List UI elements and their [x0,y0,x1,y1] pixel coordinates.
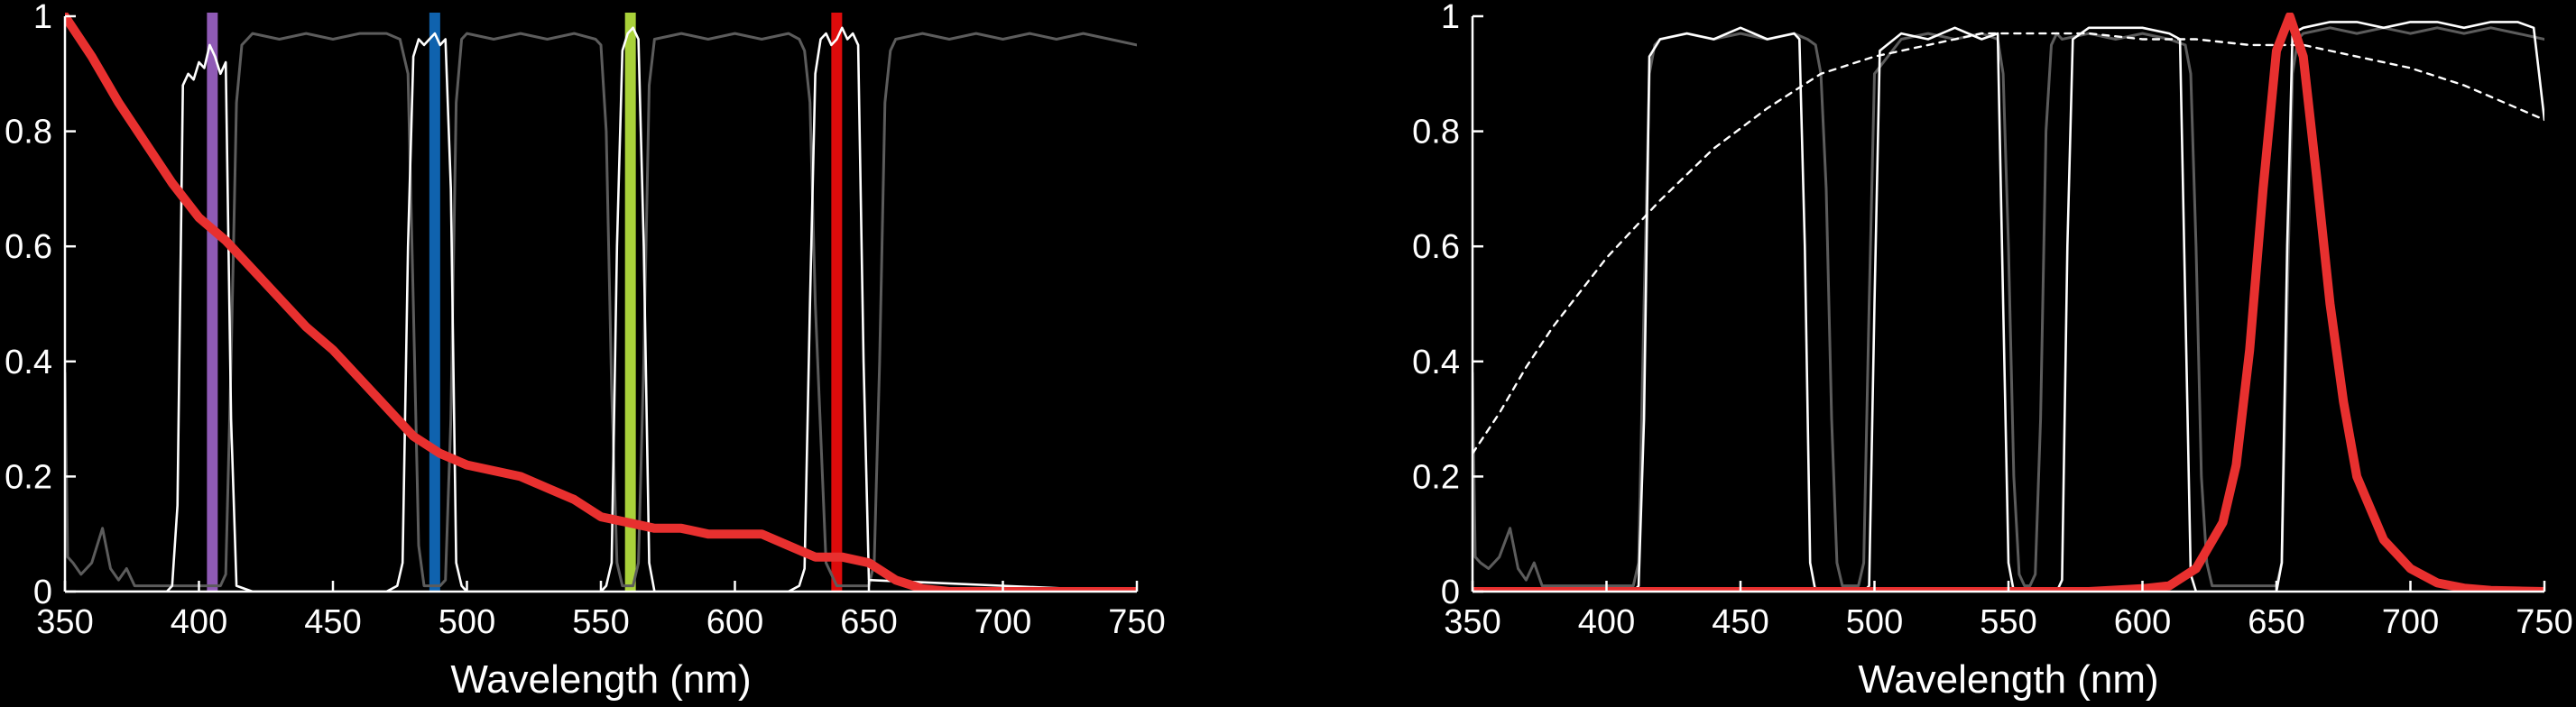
y-tick-label: 0.8 [5,114,52,152]
series-red-curve [65,13,1137,592]
x-tick-label: 750 [2516,603,2572,641]
chart-panel-right: 350 400 450 500 550 600 650 700 750 0 0.2 0.4 0.6 0.8… [1412,0,2573,702]
y-tick-label: 1 [33,0,52,36]
y-tick-label: 0.2 [1412,458,1460,496]
x-tick-label: 400 [1578,603,1635,641]
y-tick-label: 0.6 [1412,228,1460,266]
y-tick-label: 0 [33,574,52,611]
x-tick-label: 500 [439,603,495,641]
chart-panel-left: 350 400 450 500 550 600 650 700 750 0 0.2 0.4 0.6 0.8… [5,0,1166,702]
x-tick-label: 550 [1980,603,2036,641]
x-tick-label: 650 [840,603,897,641]
series-white-curve [1473,21,2544,592]
series-red-curve [1473,13,2544,592]
x-tick-label: 400 [171,603,227,641]
axes-layer: 350 400 450 500 550 600 650 700 750 0 0.2 0.4 0.6 0.8… [1412,0,2573,641]
y-tick-label: 0.8 [1412,114,1460,152]
x-tick-label: 700 [2382,603,2439,641]
x-tick-label: 350 [1444,603,1500,641]
x-axis-title: Wavelength (nm) [1858,657,2158,702]
x-axis-title: Wavelength (nm) [450,657,751,702]
y-tick-label: 0.2 [5,458,52,496]
series-white-curve [65,26,1137,592]
x-tick-label: 650 [2248,603,2304,641]
x-tick-label: 350 [36,603,93,641]
x-tick-label: 550 [572,603,629,641]
y-tick-label: 0.4 [5,344,52,381]
x-tick-label: 500 [1846,603,1903,641]
x-tick-label: 700 [974,603,1031,641]
axes-layer: 350 400 450 500 550 600 650 700 750 0 0.2 0.4 0.6 0.8… [5,0,1166,641]
y-tick-label: 1 [1441,0,1460,36]
x-tick-label: 450 [1712,603,1768,641]
lasers-layer [207,13,843,592]
series-gray-curve [65,32,1137,588]
series-layer [1473,13,2544,592]
series-gray-curve [1473,26,2544,588]
series-layer [65,13,1137,592]
x-tick-label: 600 [2114,603,2171,641]
y-tick-label: 0 [1441,574,1460,611]
y-tick-label: 0.6 [5,228,52,266]
series-dashed-curve [1473,32,2544,455]
x-tick-label: 600 [706,603,763,641]
x-tick-label: 750 [1108,603,1165,641]
y-tick-label: 0.4 [1412,344,1460,381]
x-tick-label: 450 [304,603,361,641]
